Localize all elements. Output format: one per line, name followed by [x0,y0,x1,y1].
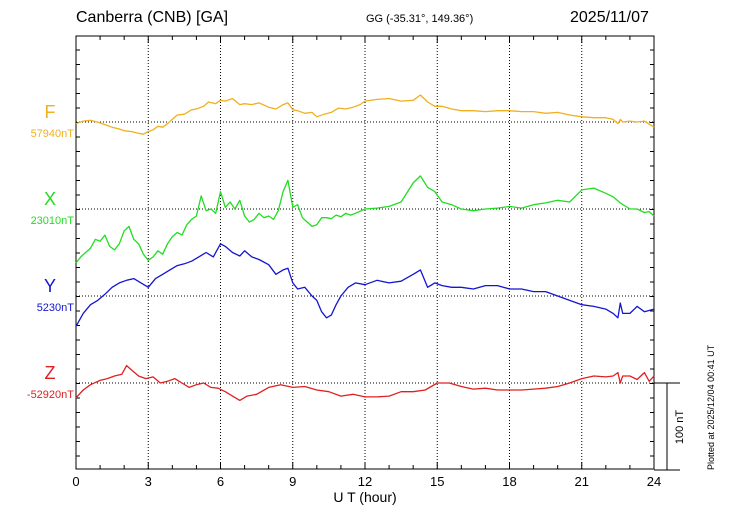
chart-axes [75,35,655,470]
x-tick-label-15: 15 [430,474,444,489]
component-name-Z: Z [44,363,56,383]
station-title: Canberra (CNB) [GA] [76,9,229,26]
component-name-Y: Y [43,276,56,296]
x-tick-label-24: 24 [647,474,661,489]
x-tick-label-3: 3 [145,474,152,489]
x-tick-label-0: 0 [72,474,79,489]
scale-bar: 100 nT [654,382,686,471]
x-tick-labels: 0 3 6 9 12 15 18 21 24 [72,474,661,489]
component-name-X: X [43,189,56,209]
x-tick-label-18: 18 [502,474,516,489]
chart-series [75,94,655,402]
scale-bar-label: 100 nT [674,410,686,445]
series-line-F [75,94,655,135]
plot-date: 2025/11/07 [570,9,649,26]
series-line-Y [75,243,655,327]
series-line-X [75,175,655,264]
station-coordinates: GG (-35.31°, 149.36°) [366,13,474,25]
x-tick-label-9: 9 [289,474,296,489]
x-tick-label-12: 12 [358,474,372,489]
component-baseline-X: 23010nT [30,215,74,227]
x-axis-label: U T (hour) [333,489,396,505]
component-baseline-F: 57940nT [30,128,74,140]
component-baseline-Y: 5230nT [36,302,74,314]
component-baseline-Z: -52920nT [26,389,74,401]
series-line-Z [75,364,655,402]
plotted-timestamp: Plotted at 2025/12/04 00:41 UT [706,344,716,470]
x-tick-label-6: 6 [217,474,224,489]
x-tick-label-21: 21 [575,474,589,489]
component-name-F: F [44,102,56,122]
